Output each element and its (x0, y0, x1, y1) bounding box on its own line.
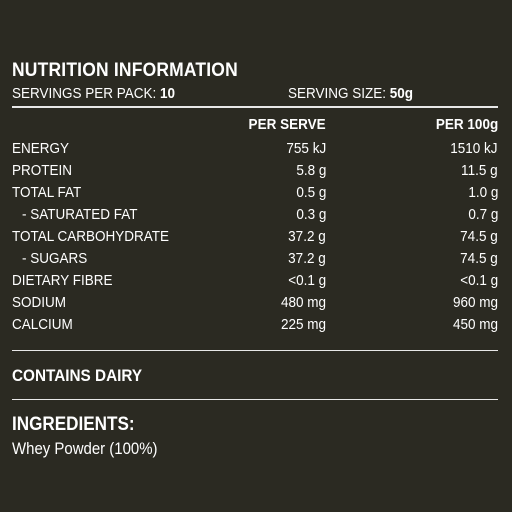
divider-after-table (12, 350, 498, 351)
nutrient-per-100g: 1.0 g (467, 184, 498, 201)
nutrient-per-serve: 37.2 g (288, 228, 326, 245)
nutrient-per-100g: <0.1 g (460, 272, 498, 289)
nutrient-per-serve: 225 mg (280, 316, 326, 333)
table-row: CALCIUM 225 mg 450 mg (12, 314, 498, 336)
serving-info: SERVINGS PER PACK: 10 SERVING SIZE: 50g (12, 84, 498, 104)
nutrition-title: NUTRITION INFORMATION (12, 60, 238, 81)
table-row: SODIUM 480 mg 960 mg (12, 292, 498, 314)
nutrient-per-serve: 37.2 g (288, 250, 326, 267)
nutrient-name: TOTAL FAT (12, 184, 82, 201)
header-per-100g: PER 100g (435, 116, 498, 133)
nutrient-per-serve: 0.5 g (295, 184, 326, 201)
servings-per-pack-label: SERVINGS PER PACK: (12, 85, 157, 102)
nutrient-per-serve: <0.1 g (288, 272, 326, 289)
nutrient-per-serve: 480 mg (280, 294, 326, 311)
table-row: PROTEIN 5.8 g 11.5 g (12, 160, 498, 182)
nutrition-panel: NUTRITION INFORMATION SERVINGS PER PACK:… (12, 60, 498, 460)
table-row: DIETARY FIBRE <0.1 g <0.1 g (12, 270, 498, 292)
ingredients-title: INGREDIENTS: (12, 414, 135, 435)
nutrient-per-serve: 5.8 g (295, 162, 326, 179)
table-row: TOTAL FAT 0.5 g 1.0 g (12, 182, 498, 204)
nutrition-table: PER SERVE PER 100g ENERGY 755 kJ 1510 kJ PR… (12, 114, 498, 336)
table-body: ENERGY 755 kJ 1510 kJ PROTEIN 5.8 g 11.5 g TOT… (12, 138, 498, 336)
nutrient-name: TOTAL CARBOHYDRATE (12, 228, 170, 245)
table-row: TOTAL CARBOHYDRATE 37.2 g 74.5 g (12, 226, 498, 248)
nutrient-name: SODIUM (12, 294, 66, 311)
nutrient-per-100g: 450 mg (452, 316, 498, 333)
nutrient-per-100g: 11.5 g (461, 162, 498, 179)
ingredients-text: Whey Powder (100%) (12, 439, 158, 458)
nutrient-per-100g: 960 mg (452, 294, 498, 311)
nutrient-name: PROTEIN (12, 162, 73, 179)
serving-size-label: SERVING SIZE: (288, 85, 387, 102)
nutrient-name: - SUGARS (22, 250, 88, 267)
divider-after-allergen (12, 399, 498, 400)
nutrient-per-100g: 0.7 g (467, 206, 498, 223)
nutrient-name: - SATURATED FAT (22, 206, 138, 223)
header-per-serve: PER SERVE (248, 116, 326, 133)
allergen-statement: CONTAINS DAIRY (12, 366, 143, 385)
nutrient-name: DIETARY FIBRE (12, 272, 113, 289)
divider-top (12, 106, 498, 108)
nutrient-per-100g: 1510 kJ (450, 140, 498, 157)
table-row: ENERGY 755 kJ 1510 kJ (12, 138, 498, 160)
servings-per-pack-value: 10 (160, 85, 176, 102)
serving-size-value: 50g (389, 85, 414, 102)
nutrient-per-serve: 755 kJ (286, 140, 326, 157)
nutrient-per-100g: 74.5 g (460, 228, 498, 245)
table-header-row: PER SERVE PER 100g (12, 114, 498, 138)
nutrient-per-100g: 74.5 g (460, 250, 498, 267)
serving-size: SERVING SIZE: 50g (288, 84, 413, 104)
nutrient-name: CALCIUM (12, 316, 73, 333)
servings-per-pack: SERVINGS PER PACK: 10 (12, 84, 175, 104)
table-row: - SATURATED FAT 0.3 g 0.7 g (12, 204, 498, 226)
nutrient-name: ENERGY (12, 140, 70, 157)
nutrient-per-serve: 0.3 g (295, 206, 326, 223)
table-row: - SUGARS 37.2 g 74.5 g (12, 248, 498, 270)
